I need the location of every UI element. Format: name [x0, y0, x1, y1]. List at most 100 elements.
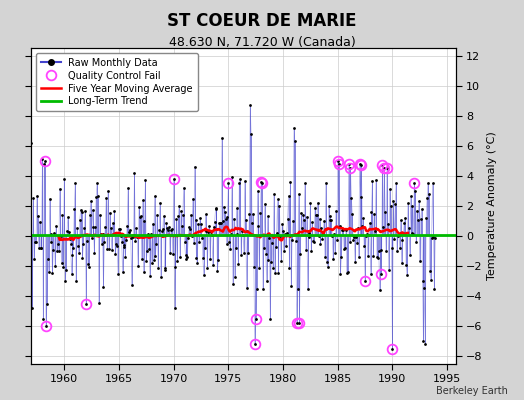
Point: [104, 188, 112, 194]
Point: [418, 206, 426, 212]
Point: [165, 224, 173, 230]
Point: [271, 244, 280, 250]
Point: [166, 250, 174, 257]
Point: [331, 250, 339, 257]
Point: [285, 192, 293, 199]
Point: [280, 248, 288, 255]
Point: [313, 200, 322, 206]
Point: [210, 224, 218, 230]
Point: [357, 162, 366, 168]
Point: [346, 165, 355, 172]
Point: [267, 259, 276, 266]
Point: [142, 258, 150, 265]
Point: [344, 269, 352, 275]
Point: [73, 225, 81, 231]
Point: [386, 186, 394, 192]
Point: [283, 216, 292, 222]
Point: [318, 236, 326, 243]
Point: [383, 165, 391, 172]
Point: [356, 194, 365, 200]
Point: [402, 262, 410, 268]
Point: [409, 231, 418, 238]
Point: [369, 252, 377, 259]
Point: [243, 285, 251, 291]
Point: [180, 239, 189, 246]
Point: [221, 208, 229, 215]
Point: [130, 170, 139, 176]
Point: [303, 286, 312, 292]
Point: [196, 215, 204, 221]
Point: [88, 235, 96, 241]
Point: [192, 255, 201, 261]
Point: [105, 246, 113, 252]
Point: [215, 220, 223, 226]
Point: [150, 193, 159, 200]
Point: [387, 245, 396, 251]
Legend: Raw Monthly Data, Quality Control Fail, Five Year Moving Average, Long-Term Tren: Raw Monthly Data, Quality Control Fail, …: [36, 53, 198, 111]
Text: Berkeley Earth: Berkeley Earth: [436, 386, 508, 396]
Point: [406, 252, 414, 258]
Point: [149, 256, 158, 263]
Point: [77, 206, 85, 213]
Point: [155, 227, 163, 234]
Point: [49, 247, 58, 253]
Point: [122, 237, 130, 244]
Point: [176, 254, 184, 260]
Point: [376, 287, 384, 294]
Point: [296, 251, 304, 257]
Point: [312, 212, 320, 218]
Point: [254, 222, 263, 229]
Point: [250, 341, 259, 348]
Point: [349, 237, 357, 243]
Point: [115, 225, 123, 232]
Point: [106, 224, 115, 231]
Point: [204, 228, 213, 235]
Point: [128, 234, 137, 240]
Point: [425, 268, 434, 274]
Point: [431, 235, 440, 242]
Point: [195, 239, 203, 245]
Point: [27, 140, 36, 146]
Point: [89, 207, 97, 214]
Point: [260, 245, 268, 252]
Point: [219, 218, 227, 225]
Point: [405, 224, 413, 231]
Point: [198, 235, 206, 241]
Point: [181, 252, 190, 258]
Point: [43, 301, 51, 307]
Point: [292, 238, 300, 245]
Point: [138, 256, 146, 262]
Point: [110, 230, 118, 237]
Point: [287, 283, 296, 289]
Point: [67, 240, 75, 247]
Point: [421, 341, 430, 348]
Point: [399, 230, 408, 236]
Point: [116, 233, 125, 239]
Point: [212, 206, 221, 212]
Point: [127, 282, 136, 288]
Point: [139, 269, 148, 275]
Point: [281, 243, 290, 249]
Point: [203, 265, 212, 271]
Point: [282, 230, 291, 236]
Point: [392, 180, 400, 187]
Point: [295, 320, 303, 326]
Point: [374, 254, 382, 261]
Point: [289, 218, 297, 224]
Text: 48.630 N, 71.720 W (Canada): 48.630 N, 71.720 W (Canada): [169, 36, 355, 49]
Point: [420, 285, 429, 292]
Point: [314, 232, 323, 239]
Point: [391, 201, 399, 208]
Point: [400, 220, 409, 226]
Point: [106, 210, 114, 216]
Point: [118, 269, 127, 276]
Point: [307, 248, 315, 254]
Point: [395, 232, 403, 238]
Point: [28, 305, 37, 312]
Point: [325, 213, 334, 219]
Point: [319, 230, 328, 237]
Point: [365, 220, 374, 226]
Point: [407, 193, 415, 200]
Point: [108, 220, 117, 226]
Point: [270, 270, 279, 276]
